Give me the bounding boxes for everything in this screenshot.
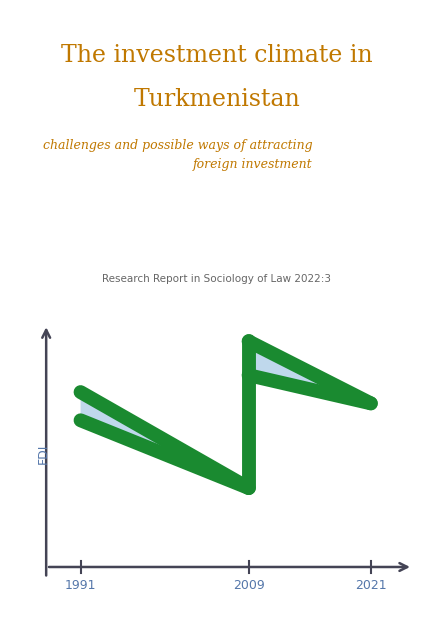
Text: Turkmenistan: Turkmenistan xyxy=(134,87,300,111)
Text: The investment climate in: The investment climate in xyxy=(61,44,373,68)
Text: 2021: 2021 xyxy=(355,579,387,592)
Text: 1991: 1991 xyxy=(65,579,96,592)
Text: FDI: FDI xyxy=(36,444,49,464)
Text: 2009: 2009 xyxy=(233,579,264,592)
Text: Research Report in Sociology of Law 2022:3: Research Report in Sociology of Law 2022… xyxy=(102,274,332,284)
Polygon shape xyxy=(81,341,371,488)
Text: challenges and possible ways of attracting
foreign investment: challenges and possible ways of attracti… xyxy=(43,139,312,171)
